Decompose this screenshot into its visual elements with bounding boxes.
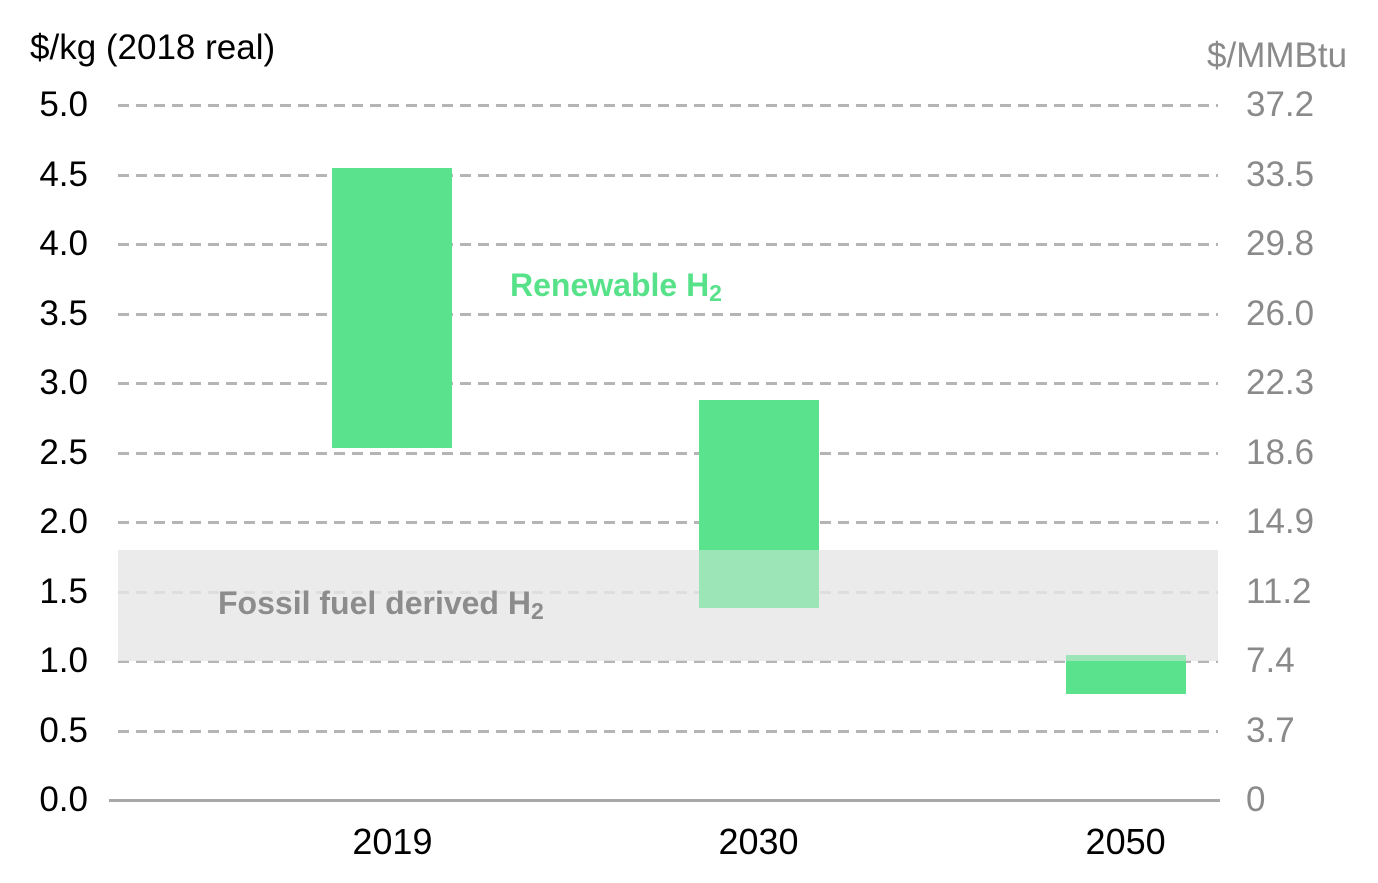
left-axis-tick: 2.5 bbox=[39, 432, 88, 472]
left-axis-tick: 2.0 bbox=[39, 502, 88, 541]
gridline bbox=[118, 382, 1218, 385]
right-axis-tick: 0 bbox=[1246, 780, 1266, 819]
bar-band-overlap bbox=[698, 549, 819, 609]
renewable-h2-bar-2019 bbox=[332, 167, 453, 449]
gridline bbox=[118, 104, 1218, 107]
renewable-h2-bar-2050 bbox=[1065, 655, 1186, 695]
left-axis-tick: 3.0 bbox=[39, 363, 88, 402]
left-axis-tick: 4.5 bbox=[39, 154, 88, 194]
left-axis-tick: 1.0 bbox=[39, 641, 88, 680]
right-axis-tick: 14.9 bbox=[1246, 502, 1315, 541]
right-axis-tick: 7.4 bbox=[1246, 641, 1295, 680]
right-axis-tick: 29.8 bbox=[1246, 224, 1315, 263]
left-axis-tick: 5.0 bbox=[39, 85, 88, 124]
right-axis-tick: 37.2 bbox=[1246, 85, 1315, 124]
renewable-h2-label-subscript: 2 bbox=[709, 280, 722, 307]
right-axis-tick: 26.0 bbox=[1246, 293, 1315, 333]
gridline bbox=[118, 451, 1218, 455]
gridline bbox=[118, 312, 1218, 316]
left-axis-title: $/kg (2018 real) bbox=[30, 28, 276, 67]
right-axis-tick: 11.2 bbox=[1246, 571, 1312, 611]
right-axis-tick: 22.3 bbox=[1246, 363, 1315, 402]
right-axis-title: $/MMBtu bbox=[1207, 36, 1348, 75]
renewable-h2-bar-2030 bbox=[698, 399, 819, 609]
left-axis-tick: 0.5 bbox=[39, 710, 88, 750]
x-axis-line bbox=[109, 799, 1220, 802]
renewable-h2-series-label: Renewable H2 bbox=[510, 266, 722, 307]
gridline bbox=[118, 243, 1218, 246]
x-axis-label-2030: 2030 bbox=[718, 821, 799, 862]
bar-band-overlap bbox=[1065, 655, 1186, 661]
right-axis-tick: 18.6 bbox=[1246, 432, 1315, 472]
left-axis-tick: 3.5 bbox=[39, 293, 88, 333]
renewable-h2-label-text: Renewable H bbox=[510, 267, 710, 303]
fossil-band-label-subscript: 2 bbox=[530, 598, 544, 625]
right-axis-tick: 33.5 bbox=[1246, 154, 1315, 194]
x-axis-label-2019: 2019 bbox=[352, 821, 433, 862]
gridline bbox=[118, 660, 1218, 663]
left-axis-tick: 0.0 bbox=[39, 780, 88, 819]
gridline bbox=[118, 729, 1218, 733]
left-axis-tick: 1.5 bbox=[39, 571, 88, 611]
fossil-band-label: Fossil fuel derived H2 bbox=[218, 584, 544, 625]
fossil-band bbox=[118, 549, 1218, 661]
right-axis-tick: 3.7 bbox=[1246, 710, 1295, 750]
x-axis-label-2050: 2050 bbox=[1085, 821, 1166, 862]
gridline bbox=[118, 173, 1218, 177]
left-axis-tick: 4.0 bbox=[39, 224, 88, 263]
gridline bbox=[118, 521, 1218, 524]
fossil-band-label-text: Fossil fuel derived H bbox=[218, 585, 531, 621]
